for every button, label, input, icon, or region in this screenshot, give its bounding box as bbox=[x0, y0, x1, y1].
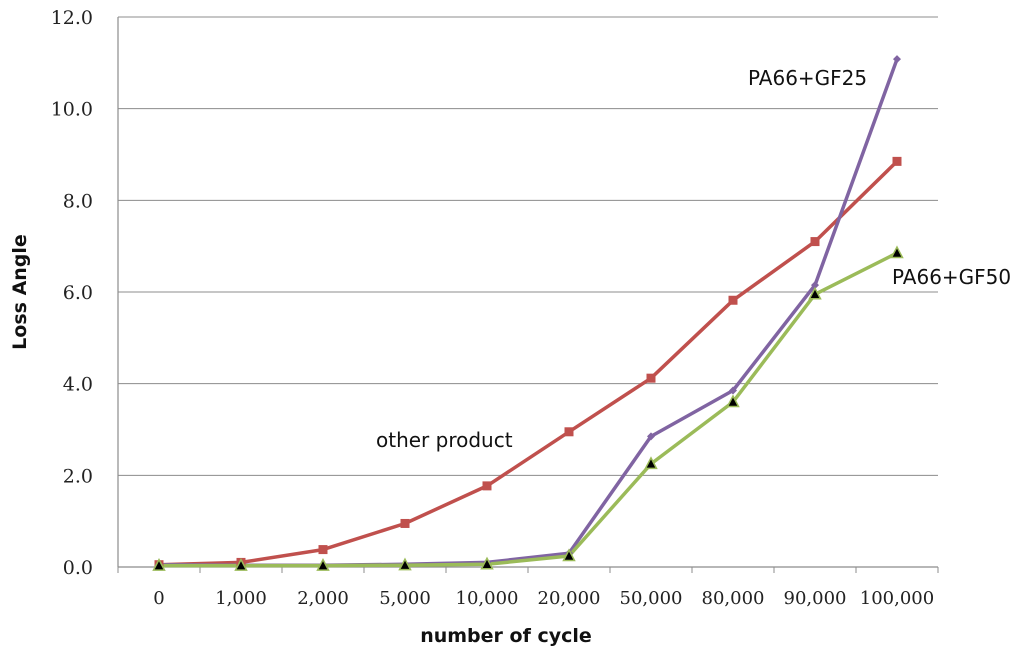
point-gf50 bbox=[316, 558, 330, 571]
x-tick-label: 80,000 bbox=[702, 588, 765, 609]
series-line-gf25 bbox=[157, 57, 899, 567]
point-other bbox=[810, 237, 820, 247]
point-gf50 bbox=[480, 556, 494, 570]
y-tick-labels: 0.0 2.0 4.0 6.0 8.0 10.0 12.0 bbox=[51, 7, 93, 579]
x-tick-label: 10,000 bbox=[456, 588, 519, 609]
gridlines bbox=[117, 16, 939, 573]
x-tick-label: 20,000 bbox=[538, 588, 601, 609]
y-tick-label: 8.0 bbox=[63, 190, 93, 212]
point-other bbox=[482, 481, 492, 491]
y-tick-label: 2.0 bbox=[63, 465, 93, 487]
series-line-other bbox=[157, 159, 899, 567]
point-gf50 bbox=[726, 394, 740, 408]
point-other bbox=[728, 295, 738, 305]
point-other bbox=[892, 156, 902, 166]
y-tick-label: 0.0 bbox=[63, 557, 93, 579]
point-gf50 bbox=[890, 245, 904, 259]
x-tick-label: 90,000 bbox=[784, 588, 847, 609]
point-gf50 bbox=[152, 558, 166, 571]
point-gf25 bbox=[811, 281, 819, 290]
x-tick-label: 5,000 bbox=[379, 588, 431, 609]
point-gf50 bbox=[808, 286, 822, 300]
point-gf50 bbox=[644, 456, 658, 470]
y-tick-label: 12.0 bbox=[51, 7, 93, 29]
point-gf25 bbox=[729, 386, 737, 395]
x-tick-label: 0 bbox=[153, 588, 164, 609]
x-tick-labels: 0 1,000 2,000 5,000 10,000 20,000 50,000 80,000… bbox=[153, 588, 934, 609]
x-tick-label: 2,000 bbox=[297, 588, 349, 609]
point-gf50 bbox=[398, 557, 412, 571]
x-tick-label: 100,000 bbox=[860, 588, 934, 609]
point-other bbox=[564, 427, 574, 437]
y-tick-label: 6.0 bbox=[63, 282, 93, 304]
point-other bbox=[400, 518, 410, 528]
point-gf25 bbox=[893, 55, 901, 64]
point-gf50 bbox=[562, 548, 576, 562]
x-tick-label: 50,000 bbox=[620, 588, 683, 609]
y-axis-title: Loss Angle bbox=[9, 234, 31, 350]
point-other bbox=[318, 545, 328, 555]
series-markers bbox=[152, 55, 904, 571]
point-gf50 bbox=[234, 558, 248, 571]
annotation-pa66-gf50: PA66+GF50 bbox=[892, 265, 1011, 289]
point-other bbox=[646, 373, 656, 383]
y-tick-label: 4.0 bbox=[63, 374, 93, 396]
x-axis-title: number of cycle bbox=[420, 625, 592, 647]
annotation-other-product: other product bbox=[376, 428, 513, 452]
y-tick-label: 10.0 bbox=[51, 99, 93, 121]
series-lines bbox=[157, 57, 899, 568]
annotation-pa66-gf25: PA66+GF25 bbox=[748, 66, 867, 90]
series-line-gf50 bbox=[157, 251, 899, 568]
point-gf25 bbox=[647, 432, 655, 441]
x-tick-label: 1,000 bbox=[215, 588, 267, 609]
